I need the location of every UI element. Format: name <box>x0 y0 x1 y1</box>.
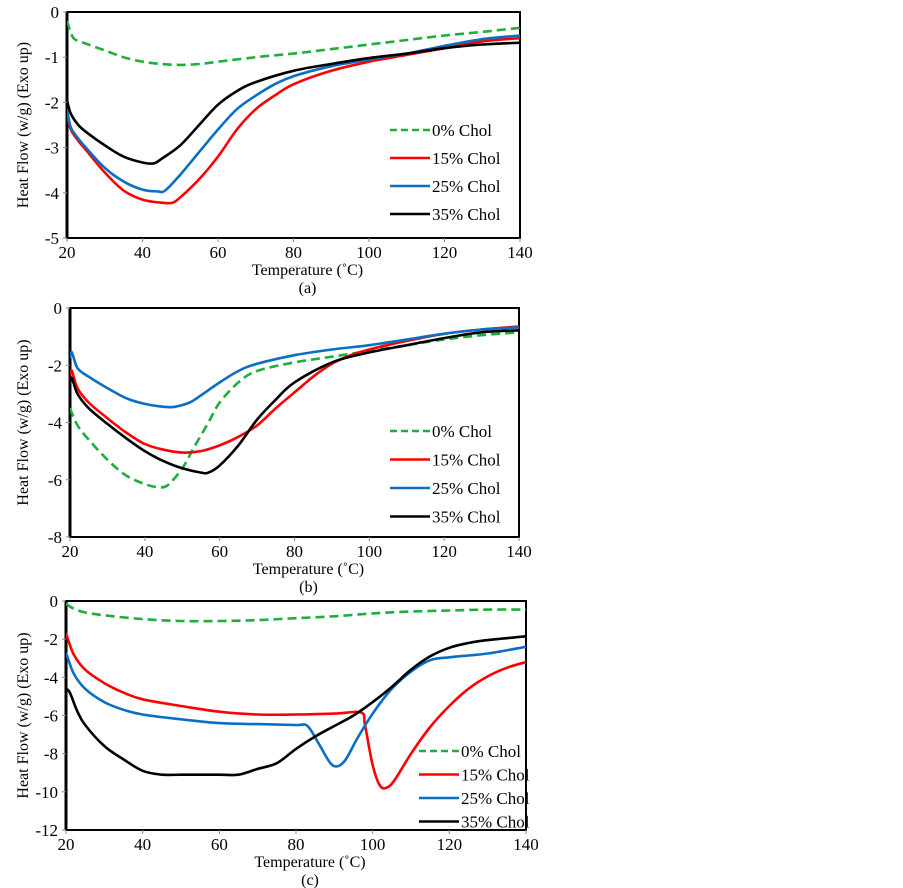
y-tick-label: -4 <box>45 184 60 203</box>
y-tick-label: -4 <box>44 668 59 687</box>
legend-item: 0% Chol <box>419 742 521 761</box>
x-tick-label: 60 <box>211 835 228 854</box>
y-axis-label: Heat Flow (w/g) (Exo up) <box>15 632 32 798</box>
x-tick-label: 100 <box>356 243 382 262</box>
panel-caption: (b) <box>299 579 318 596</box>
x-tick-label: 40 <box>134 243 151 262</box>
x-tick-label: 100 <box>360 835 386 854</box>
series-line-15pct-chol <box>70 325 519 454</box>
legend-item: 15% Chol <box>390 149 501 168</box>
y-tick-label: -4 <box>48 414 63 433</box>
x-tick-label: 40 <box>136 542 153 561</box>
x-tick-label: 100 <box>357 542 383 561</box>
series-line-35pct-chol <box>70 329 519 475</box>
series-line-25pct-chol <box>66 645 526 768</box>
series-line-15pct-chol <box>67 36 520 205</box>
y-axis-label: Heat Flow (w/g) (Exo up) <box>15 339 32 505</box>
y-tick-label: -1 <box>45 48 59 67</box>
y-tick-label: -2 <box>44 630 58 649</box>
y-tick-label: -12 <box>35 821 58 840</box>
y-tick-label: 0 <box>51 3 60 22</box>
panel-caption: (c) <box>301 872 319 888</box>
y-tick-label: -6 <box>44 707 58 726</box>
series-line-0pct-chol <box>66 602 526 623</box>
panel-b: 0 -2 -4 -6 -820 40 60 80 100 120 140 Temperature (˚… <box>15 299 532 596</box>
series-line-0pct-chol <box>67 20 520 67</box>
y-tick-label: -6 <box>48 471 62 490</box>
y-tick-label: -2 <box>48 356 62 375</box>
legend-label: 25% Chol <box>432 177 501 196</box>
y-tick-label: 0 <box>54 299 63 318</box>
y-tick-label: -10 <box>35 783 58 802</box>
legend: 0% Chol 15% Chol 25% Chol 35% Chol <box>390 121 501 224</box>
x-tick-label: 60 <box>210 243 227 262</box>
x-tick-label: 80 <box>286 542 303 561</box>
series-line-25pct-chol <box>67 34 520 194</box>
x-tick-label: 20 <box>59 243 76 262</box>
y-axis-label: Heat Flow (w/g) (Exo up) <box>15 42 32 208</box>
legend: 0% Chol 15% Chol 25% Chol 35% Chol <box>390 422 501 527</box>
x-tick-label: 80 <box>288 835 305 854</box>
x-tick-label: 20 <box>58 835 75 854</box>
legend-label: 25% Chol <box>432 479 501 498</box>
legend-label: 35% Chol <box>432 508 501 527</box>
legend-label: 0% Chol <box>432 121 492 140</box>
x-axis-label: Temperature (˚C) <box>253 561 364 578</box>
series-line-35pct-chol <box>66 635 526 777</box>
legend-label: 15% Chol <box>432 451 501 470</box>
y-tick-label: -2 <box>45 93 59 112</box>
legend-item: 25% Chol <box>390 479 501 498</box>
legend-item: 15% Chol <box>419 766 530 785</box>
y-tick-label: 0 <box>50 592 59 611</box>
legend-item: 25% Chol <box>390 177 501 196</box>
legend-label: 0% Chol <box>432 422 492 441</box>
legend-label: 25% Chol <box>461 789 530 808</box>
x-tick-label: 80 <box>285 243 302 262</box>
legend-label: 35% Chol <box>432 205 501 224</box>
legend-item: 0% Chol <box>390 121 492 140</box>
series-line-15pct-chol <box>66 632 526 790</box>
legend-label: 15% Chol <box>432 149 501 168</box>
x-tick-label: 140 <box>506 542 532 561</box>
legend-item: 35% Chol <box>390 205 501 224</box>
series-line-25pct-chol <box>70 326 519 409</box>
legend-item: 15% Chol <box>390 451 501 470</box>
legend-item: 25% Chol <box>419 789 530 808</box>
series-line-35pct-chol <box>67 41 520 165</box>
y-tick-label: -3 <box>45 139 59 158</box>
x-axis-label: Temperature (˚C) <box>254 854 365 871</box>
legend: 0% Chol 15% Chol 25% Chol 35% Chol <box>419 742 530 832</box>
legend-item: 0% Chol <box>390 422 492 441</box>
legend-item: 35% Chol <box>419 813 530 832</box>
legend-label: 15% Chol <box>461 766 530 785</box>
panel-caption: (a) <box>299 280 317 297</box>
x-axis-label: Temperature (˚C) <box>252 262 363 279</box>
y-tick-label: -5 <box>45 229 59 248</box>
x-tick-label: 40 <box>134 835 151 854</box>
y-tick-label: -8 <box>48 528 62 547</box>
x-tick-label: 120 <box>437 835 463 854</box>
panel-a: 0 -1 -2 -3 -4 -520 40 60 80 100 120 140 Temperature … <box>15 3 533 297</box>
x-tick-label: 120 <box>432 243 458 262</box>
x-tick-label: 140 <box>513 835 539 854</box>
x-tick-label: 120 <box>431 542 457 561</box>
legend-label: 35% Chol <box>461 813 530 832</box>
y-tick-label: -8 <box>44 745 58 764</box>
legend-item: 35% Chol <box>390 508 501 527</box>
legend-label: 0% Chol <box>461 742 521 761</box>
x-tick-label: 140 <box>507 243 533 262</box>
x-tick-label: 20 <box>62 542 79 561</box>
x-tick-label: 60 <box>211 542 228 561</box>
